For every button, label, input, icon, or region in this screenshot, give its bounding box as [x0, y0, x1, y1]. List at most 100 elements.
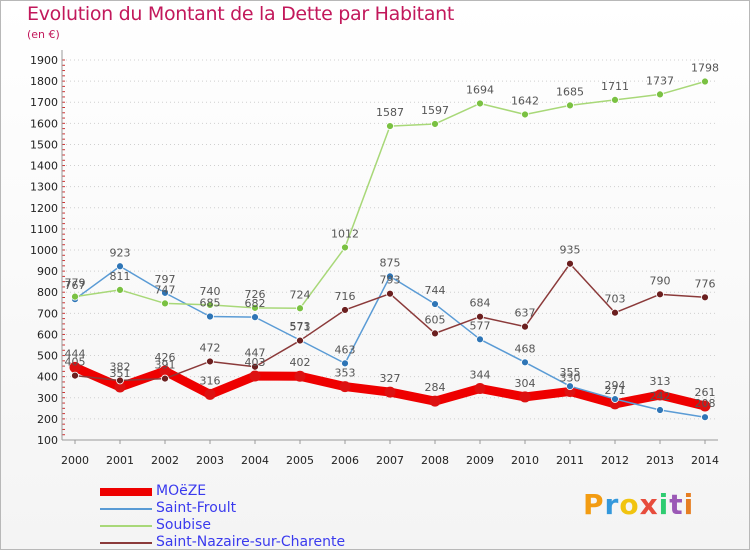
- x-tick-label: 2010: [511, 454, 539, 467]
- data-label: 472: [200, 341, 221, 354]
- data-label: 811: [110, 270, 131, 283]
- legend-swatch-saint-nazaire: [100, 542, 152, 544]
- x-tick-label: 2011: [556, 454, 584, 467]
- data-label: 740: [200, 285, 221, 298]
- data-point: [116, 376, 124, 385]
- logo-letter: t: [669, 488, 684, 521]
- data-label: 316: [200, 374, 221, 387]
- data-label: 935: [560, 244, 581, 257]
- data-label: 685: [200, 297, 221, 310]
- data-point: [249, 370, 261, 382]
- y-tick-label: 1200: [30, 202, 58, 215]
- x-tick-label: 2000: [61, 454, 89, 467]
- data-label: 716: [335, 290, 356, 303]
- data-label: 402: [290, 356, 311, 369]
- y-tick-label: 500: [37, 350, 58, 363]
- data-label: 405: [65, 356, 86, 369]
- x-tick-label: 2012: [601, 454, 629, 467]
- data-point: [206, 357, 214, 366]
- x-axis: 2000 2001 2002 2003 2004 2005 2006 2007 2008 2009…: [61, 439, 719, 467]
- data-label: 463: [335, 343, 356, 356]
- data-label: 793: [380, 274, 401, 287]
- legend-item-soubise: Soubise: [100, 517, 400, 534]
- data-label: 744: [425, 284, 446, 297]
- data-label: 1798: [691, 62, 719, 75]
- data-point: [611, 96, 619, 104]
- data-label: 797: [155, 273, 176, 286]
- data-point: [251, 313, 259, 322]
- data-point: [159, 365, 171, 377]
- data-point: [386, 289, 394, 298]
- data-point: [294, 370, 306, 382]
- data-label: 208: [695, 397, 716, 410]
- x-tick-label: 2001: [106, 454, 134, 467]
- data-label: 1737: [646, 74, 674, 87]
- logo-letter: i: [683, 488, 695, 521]
- x-tick-label: 2008: [421, 454, 449, 467]
- data-point: [161, 374, 169, 383]
- data-point: [429, 395, 441, 407]
- y-tick-label: 100: [37, 434, 58, 447]
- data-point: [71, 371, 79, 380]
- data-point: [701, 293, 709, 302]
- x-tick-label: 2013: [646, 454, 674, 467]
- data-label: 344: [470, 368, 491, 381]
- data-point: [654, 389, 666, 401]
- data-label: 776: [695, 277, 716, 290]
- legend-label-soubise: Soubise: [156, 517, 212, 533]
- data-label: 330: [560, 371, 581, 384]
- y-axis: 100 200 300 400 500 600 700 800 900 1000 1100 1200 1…: [30, 50, 65, 447]
- data-point: [161, 299, 169, 308]
- x-tick-label: 2005: [286, 454, 314, 467]
- data-label: 1642: [511, 94, 539, 107]
- data-point: [116, 285, 124, 294]
- data-label: 447: [245, 347, 266, 360]
- data-label: 703: [605, 293, 626, 306]
- data-label: 391: [155, 359, 176, 372]
- data-point: [341, 243, 349, 252]
- data-point: [476, 99, 484, 108]
- data-point: [384, 386, 396, 398]
- data-label: 1711: [601, 80, 629, 93]
- legend-label-saint-froult: Saint-Froult: [156, 500, 237, 516]
- data-point: [71, 292, 79, 301]
- data-label: 682: [245, 297, 266, 310]
- data-point: [476, 312, 484, 321]
- data-point: [204, 388, 216, 400]
- data-label: 1597: [421, 104, 449, 117]
- logo-letter: P: [583, 488, 605, 521]
- x-tick-label: 2009: [466, 454, 494, 467]
- legend-swatch-soubise: [100, 525, 152, 527]
- y-tick-label: 600: [37, 328, 58, 341]
- data-point: [656, 290, 664, 299]
- data-label: 577: [470, 319, 491, 332]
- logo-letter: r: [604, 488, 620, 521]
- x-tick-label: 2004: [241, 454, 269, 467]
- data-label: 261: [695, 386, 716, 399]
- data-label: 779: [65, 277, 86, 290]
- data-point: [386, 122, 394, 130]
- data-point: [206, 300, 214, 309]
- data-label: 403: [245, 356, 266, 369]
- logo-letter: o: [619, 488, 640, 521]
- legend-item-saint-nazaire: Saint-Nazaire-sur-Charente: [100, 534, 400, 551]
- data-point: [474, 382, 486, 394]
- y-tick-label: 1100: [30, 223, 58, 236]
- data-point: [251, 362, 259, 371]
- x-tick-label: 2006: [331, 454, 359, 467]
- y-tick-label: 1400: [30, 160, 58, 173]
- data-label: 313: [650, 375, 671, 388]
- legend-label-moeze: MOëZE: [156, 483, 207, 499]
- y-tick-label: 1700: [30, 96, 58, 109]
- y-tick-label: 1500: [30, 138, 58, 151]
- logo-letter: i: [658, 488, 670, 521]
- data-point: [386, 272, 394, 281]
- data-label: 353: [335, 367, 356, 380]
- data-label: 605: [425, 313, 446, 326]
- data-label: 637: [515, 307, 536, 320]
- data-point: [69, 361, 81, 373]
- data-label: 1685: [556, 85, 584, 98]
- data-label: 1587: [376, 106, 404, 119]
- data-label: 684: [470, 297, 491, 310]
